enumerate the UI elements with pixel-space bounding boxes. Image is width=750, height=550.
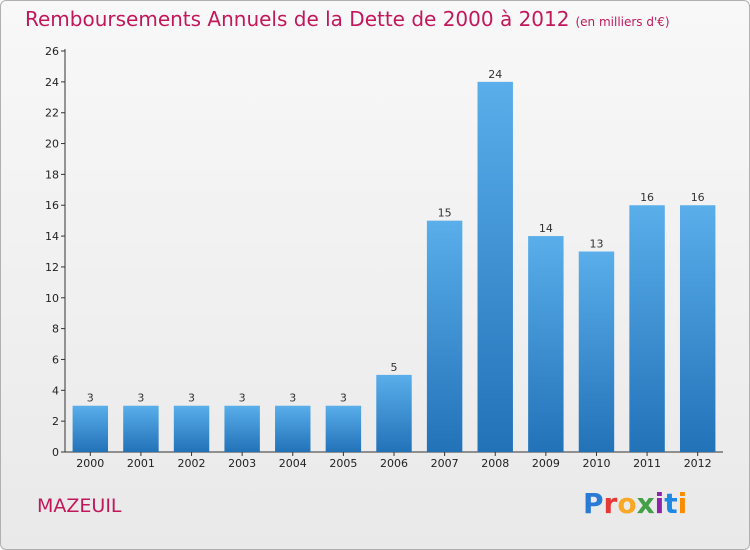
logo-letter: P [583, 487, 604, 520]
x-tick-label: 2004 [279, 457, 307, 470]
chart-title: Remboursements Annuels de la Dette de 20… [25, 7, 670, 31]
bar-value-label: 3 [289, 392, 296, 405]
bar-value-label: 14 [539, 222, 553, 235]
bar-value-label: 24 [488, 68, 502, 81]
x-tick-label: 2011 [633, 457, 661, 470]
x-tick-label: 2001 [127, 457, 155, 470]
y-tick-label: 10 [45, 292, 59, 305]
logo-letter: i [677, 487, 688, 520]
y-tick-label: 8 [52, 323, 59, 336]
commune-name: MAZEUIL [37, 495, 122, 517]
x-tick-label: 2005 [329, 457, 357, 470]
x-tick-label: 2010 [582, 457, 610, 470]
bar-value-label: 15 [438, 207, 452, 220]
bar [477, 81, 513, 452]
y-tick-label: 2 [52, 415, 59, 428]
logo-letter: x [636, 487, 655, 520]
bar-value-label: 3 [239, 392, 246, 405]
bar [72, 405, 109, 452]
bar [173, 405, 210, 452]
x-tick-label: 2002 [178, 457, 206, 470]
y-tick-label: 20 [45, 138, 59, 151]
bar-value-label: 16 [691, 191, 705, 204]
chart-unit: (en milliers d'€) [575, 15, 670, 29]
bar-value-label: 3 [137, 392, 144, 405]
x-tick-label: 2012 [684, 457, 712, 470]
logo-letter: r [603, 487, 618, 520]
logo-letter: i [654, 487, 665, 520]
bar-value-label: 16 [640, 191, 654, 204]
x-tick-label: 2003 [228, 457, 256, 470]
bar-value-label: 13 [589, 238, 603, 251]
x-tick-label: 2006 [380, 457, 408, 470]
bar [426, 220, 463, 452]
y-tick-label: 14 [45, 230, 59, 243]
y-tick-label: 6 [52, 353, 59, 366]
y-tick-label: 4 [52, 384, 59, 397]
bar [123, 405, 159, 452]
x-tick-label: 2000 [76, 457, 104, 470]
x-tick-label: 2007 [431, 457, 459, 470]
y-tick-label: 18 [45, 168, 59, 181]
y-tick-label: 24 [45, 76, 59, 89]
y-tick-label: 16 [45, 199, 59, 212]
x-tick-label: 2009 [532, 457, 560, 470]
bar-value-label: 3 [87, 392, 94, 405]
bar-value-label: 5 [391, 361, 398, 374]
bar [376, 374, 412, 452]
bar [224, 405, 260, 452]
bar [528, 236, 564, 452]
bar [275, 405, 311, 452]
logo-letter: t [664, 487, 678, 520]
y-tick-label: 22 [45, 107, 59, 120]
bar [578, 251, 615, 452]
bar [679, 205, 716, 452]
chart-title-text: Remboursements Annuels de la Dette de 20… [25, 7, 570, 31]
y-tick-label: 0 [52, 446, 59, 459]
proxiti-logo: Proxiti [583, 487, 687, 520]
bar [325, 405, 362, 452]
bar [629, 205, 665, 452]
x-tick-label: 2008 [481, 457, 509, 470]
bar-value-label: 3 [188, 392, 195, 405]
y-tick-label: 12 [45, 261, 59, 274]
y-tick-label: 26 [45, 45, 59, 58]
logo-letter: o [617, 487, 637, 520]
bar-value-label: 3 [340, 392, 347, 405]
